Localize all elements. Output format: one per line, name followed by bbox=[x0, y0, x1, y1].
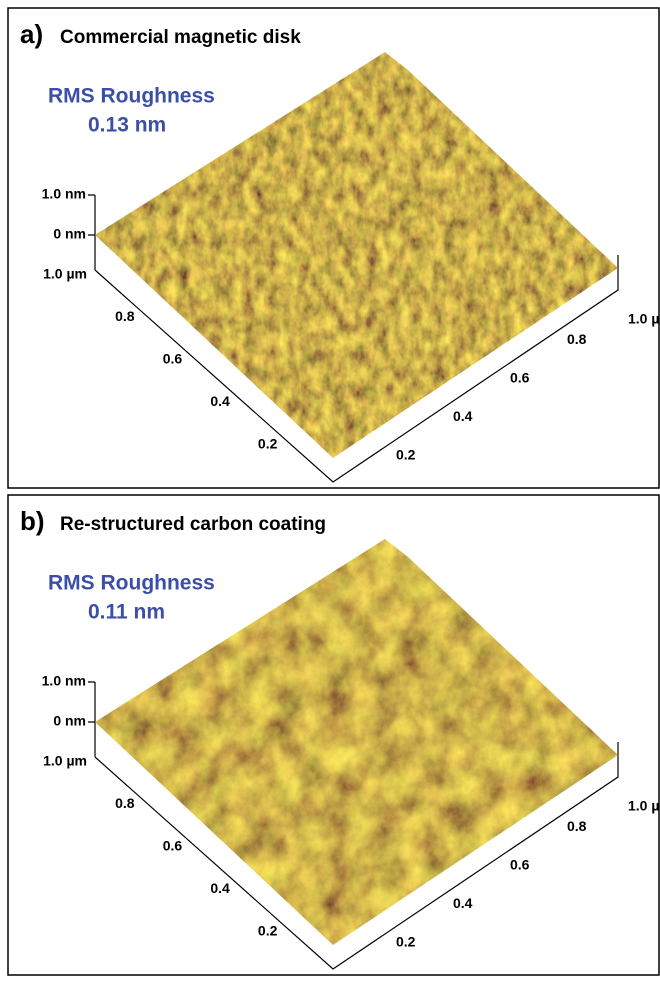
x-tick-label: 0.8 bbox=[567, 818, 587, 834]
z-label: 0 nm bbox=[53, 226, 86, 242]
z-label: 1.0 nm bbox=[42, 673, 86, 689]
y-tick-label: 0.6 bbox=[163, 351, 183, 367]
y-tick-label: 1.0 µm bbox=[43, 753, 87, 769]
z-label: 1.0 nm bbox=[42, 186, 86, 202]
y-tick-label: 0.8 bbox=[115, 308, 135, 324]
x-tick-label: 0.4 bbox=[453, 408, 473, 424]
panel-label: b) bbox=[20, 506, 45, 536]
x-tick-label: 0.2 bbox=[396, 446, 416, 462]
rms-label: RMS Roughness bbox=[48, 85, 215, 108]
rms-value: 0.11 nm bbox=[88, 601, 165, 624]
y-tick-label: 0.4 bbox=[210, 880, 230, 896]
y-tick-label: 0.2 bbox=[258, 922, 278, 938]
x-tick-label: 0.6 bbox=[510, 857, 530, 873]
z-axis bbox=[88, 682, 95, 757]
x-tick-label: 0.2 bbox=[396, 933, 416, 949]
y-tick-label: 0.4 bbox=[210, 393, 230, 409]
x-tick-label: 0.4 bbox=[453, 895, 473, 911]
rms-label: RMS Roughness bbox=[48, 572, 215, 595]
x-tick-label: 0.8 bbox=[567, 331, 587, 347]
rms-value: 0.13 nm bbox=[88, 114, 166, 137]
z-label: 0 nm bbox=[53, 713, 86, 729]
z-axis bbox=[88, 195, 95, 270]
panel-label: a) bbox=[20, 19, 43, 49]
afm-surface bbox=[95, 539, 618, 945]
figure: a) Commercial magnetic disk RMS Roughness 0… bbox=[0, 0, 660, 981]
panel: a) Commercial magnetic disk RMS Roughness 0… bbox=[8, 8, 660, 488]
y-tick-label: 0.2 bbox=[258, 435, 278, 451]
panel: b) Re-structured carbon coating RMS Roughn… bbox=[8, 495, 660, 975]
panel-title: Re-structured carbon coating bbox=[60, 514, 326, 535]
y-tick-label: 0.6 bbox=[163, 838, 183, 854]
afm-surface bbox=[95, 52, 618, 458]
x-tick-label: 1.0 µm bbox=[628, 311, 660, 327]
x-tick-label: 1.0 µm bbox=[628, 798, 660, 814]
y-tick-label: 0.8 bbox=[115, 795, 135, 811]
y-tick-label: 1.0 µm bbox=[43, 266, 87, 282]
panel-title: Commercial magnetic disk bbox=[60, 27, 301, 48]
x-tick-label: 0.6 bbox=[510, 370, 530, 386]
